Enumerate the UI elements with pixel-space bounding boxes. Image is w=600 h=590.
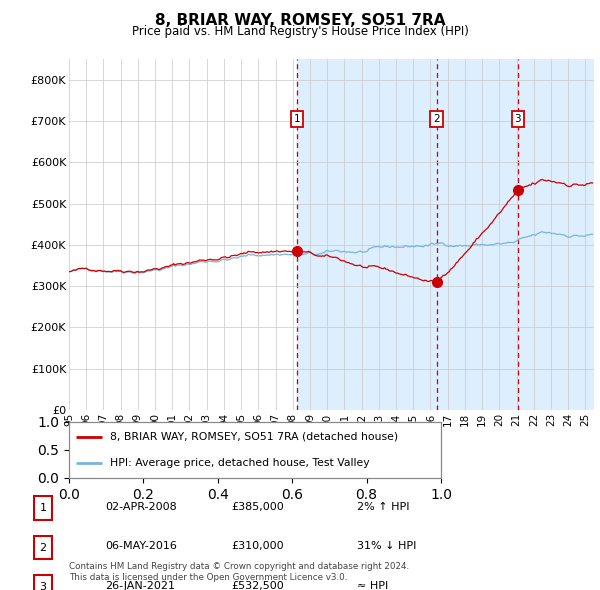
- Text: 02-APR-2008: 02-APR-2008: [105, 502, 177, 512]
- Text: £310,000: £310,000: [231, 542, 284, 551]
- Text: 2% ↑ HPI: 2% ↑ HPI: [357, 502, 409, 512]
- Text: 31% ↓ HPI: 31% ↓ HPI: [357, 542, 416, 551]
- Text: 3: 3: [514, 114, 521, 124]
- Text: 1: 1: [294, 114, 301, 124]
- Bar: [297, 59, 600, 410]
- Text: 26-JAN-2021: 26-JAN-2021: [105, 581, 175, 590]
- Text: Contains HM Land Registry data © Crown copyright and database right 2024.
This d: Contains HM Land Registry data © Crown c…: [69, 562, 409, 582]
- Text: 2: 2: [433, 114, 440, 124]
- Text: £532,500: £532,500: [231, 581, 284, 590]
- Text: HPI: Average price, detached house, Test Valley: HPI: Average price, detached house, Test…: [110, 458, 370, 468]
- Text: 1: 1: [40, 503, 46, 513]
- Text: 06-MAY-2016: 06-MAY-2016: [105, 542, 177, 551]
- Text: 2: 2: [40, 543, 46, 552]
- Text: 3: 3: [40, 582, 46, 590]
- Text: 8, BRIAR WAY, ROMSEY, SO51 7RA: 8, BRIAR WAY, ROMSEY, SO51 7RA: [155, 13, 445, 28]
- Text: Price paid vs. HM Land Registry's House Price Index (HPI): Price paid vs. HM Land Registry's House …: [131, 25, 469, 38]
- Text: ≈ HPI: ≈ HPI: [357, 581, 388, 590]
- Text: 8, BRIAR WAY, ROMSEY, SO51 7RA (detached house): 8, BRIAR WAY, ROMSEY, SO51 7RA (detached…: [110, 432, 398, 442]
- Text: £385,000: £385,000: [231, 502, 284, 512]
